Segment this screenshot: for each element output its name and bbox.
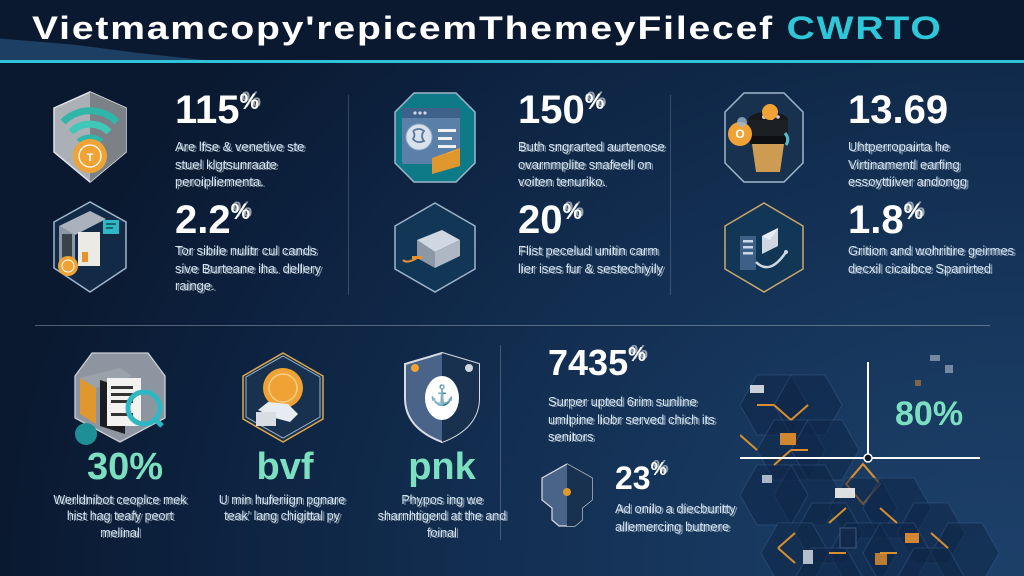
svg-text:T: T	[87, 152, 94, 164]
svg-text:O: O	[735, 127, 744, 141]
svg-text:⚓: ⚓	[430, 383, 455, 407]
